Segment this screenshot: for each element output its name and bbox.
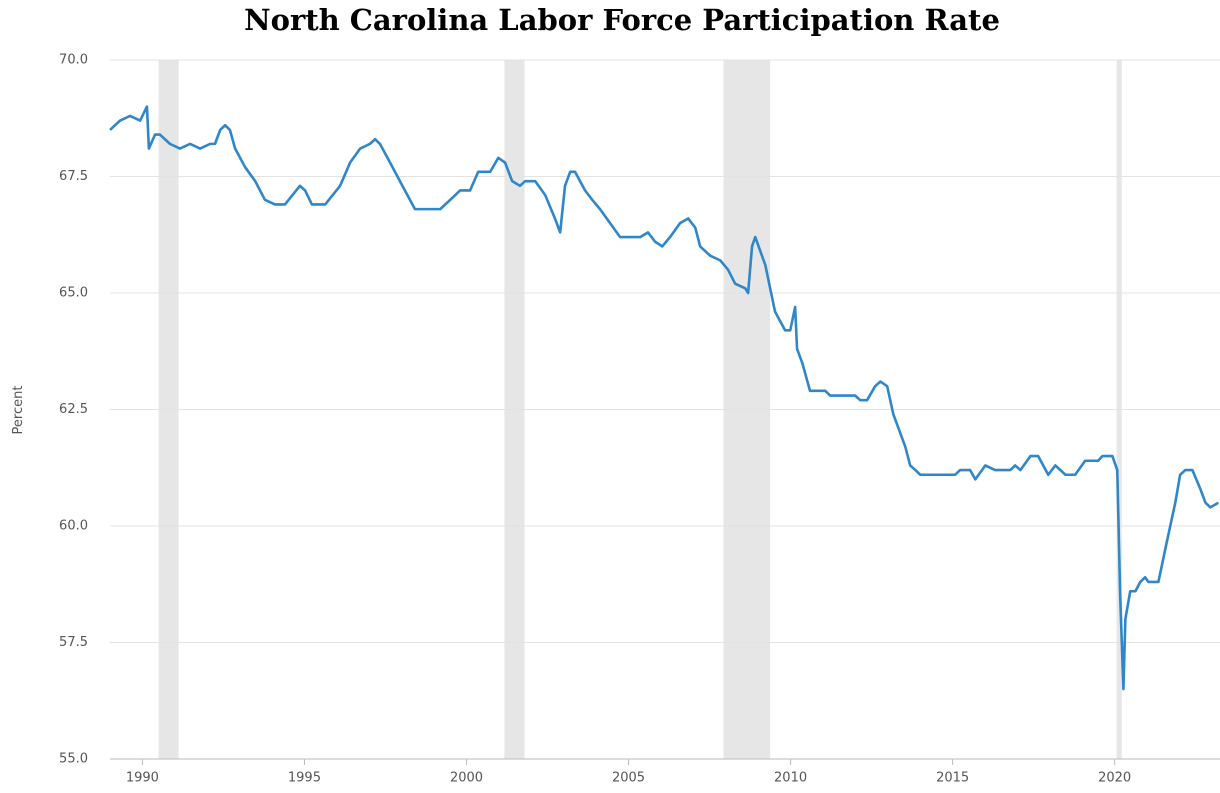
y-tick-label: 67.5 bbox=[59, 169, 88, 184]
x-tick-label: 1995 bbox=[288, 771, 321, 786]
y-tick-label: 57.5 bbox=[59, 635, 88, 650]
x-tick-label: 2010 bbox=[774, 771, 807, 786]
x-tick-label: 2000 bbox=[450, 771, 483, 786]
x-tick-label: 2020 bbox=[1098, 771, 1131, 786]
data-line bbox=[109, 105, 1220, 691]
chart-title: North Carolina Labor Force Participation… bbox=[244, 3, 1000, 37]
y-tick-label: 60.0 bbox=[59, 519, 88, 534]
y-axis-label: Percent bbox=[11, 386, 26, 435]
x-tick-label: 1990 bbox=[126, 771, 159, 786]
x-tick-label: 2005 bbox=[612, 771, 645, 786]
x-tick-label: 2015 bbox=[936, 771, 969, 786]
y-tick-label: 55.0 bbox=[59, 752, 88, 767]
y-tick-label: 70.0 bbox=[59, 53, 88, 68]
y-tick-label: 62.5 bbox=[59, 402, 88, 417]
y-tick-label: 65.0 bbox=[59, 286, 88, 301]
